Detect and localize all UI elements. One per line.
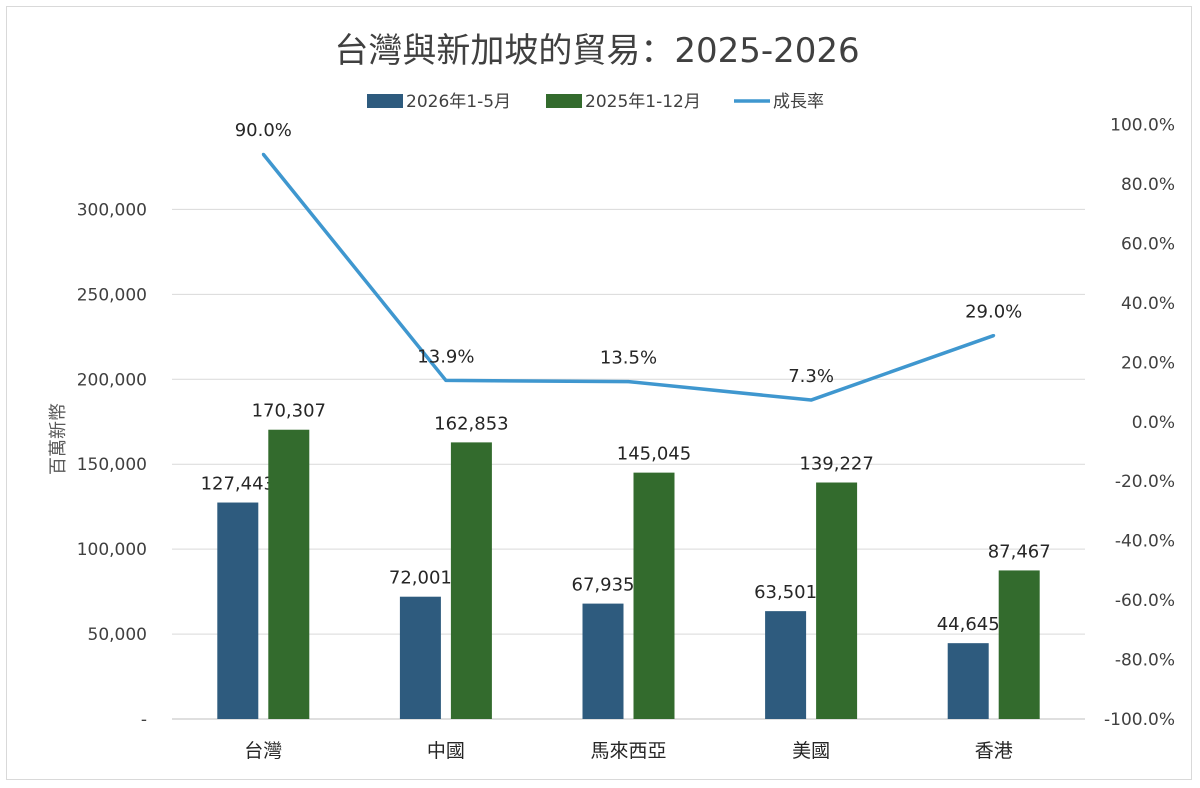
legend: 2026年1-5月 2025年1-12月 成長率 [367,92,824,112]
y2-tick-label: -20.0% [1115,472,1175,492]
bar-data-label: 127,443 [201,474,275,495]
line-point [992,334,996,338]
y2-tick-label: 60.0% [1121,234,1175,254]
chart-frame: 台灣與新加坡的貿易：2025-2026 2026年1-5月 2025年1-12月 成… [6,6,1192,780]
line-point [444,378,448,382]
y2-tick-label: 40.0% [1121,294,1175,314]
bar-data-label: 145,045 [617,444,691,465]
legend-label: 2025年1-12月 [585,92,701,112]
y2-tick-label: 20.0% [1121,353,1175,373]
chart-title: 台灣與新加坡的貿易：2025-2026 [334,31,859,71]
bar-data-label: 170,307 [252,401,326,422]
y-axis-right: -100.0% -80.0% -60.0% -40.0% -20.0% 0.0% 20.0%… [1104,116,1175,731]
line-point [809,398,813,402]
bar-data-label: 87,467 [988,541,1051,562]
bar-data-label: 44,645 [937,614,1000,635]
y-tick-label: 300,000 [77,200,147,220]
y2-tick-label: 100.0% [1110,116,1175,136]
line-data-label: 90.0% [235,120,292,141]
x-tick-label: 中國 [427,740,465,762]
bar [450,442,492,719]
legend-label: 成長率 [773,92,824,112]
y2-tick-label: -100.0% [1104,710,1175,730]
line-data-label: 13.5% [600,348,657,369]
y-tick-label: - [141,710,147,730]
y2-tick-label: 0.0% [1132,413,1175,433]
line-point [261,152,265,156]
bars: 127,443 72,001 67,935 63,501 44,645 170,307 16… [201,401,1051,719]
line-point [627,380,630,384]
line-data-label: 7.3% [788,366,834,387]
y2-tick-label: 80.0% [1121,175,1175,195]
bar-data-label: 162,853 [434,413,508,434]
bar [217,502,259,719]
bar [947,643,989,719]
y-axis-title: 百萬新幣 [48,403,69,475]
bar [399,596,441,719]
x-tick-label: 馬來西亞 [590,740,666,762]
x-tick-label: 台灣 [244,740,282,762]
bar [998,570,1040,719]
line-data-label: 13.9% [417,346,474,367]
legend-swatch [367,94,403,108]
bar [816,482,858,719]
bar [582,603,624,719]
x-tick-label: 香港 [975,740,1013,762]
bar [765,611,807,719]
y2-tick-label: -80.0% [1115,651,1175,671]
line-series: 90.0% 13.9% 13.5% 7.3% 29.0% [235,120,1022,402]
x-tick-label: 美國 [792,740,830,762]
y2-tick-label: -60.0% [1115,591,1175,611]
bar-data-label: 72,001 [389,568,452,589]
bar-data-label: 139,227 [799,454,873,475]
y-axis-left: - 50,000 100,000 150,000 200,000 250,000 300,0… [77,200,147,730]
legend-swatch [546,94,582,108]
x-axis: 台灣 中國 馬來西亞 美國 香港 [244,740,1012,762]
chart: 台灣與新加坡的貿易：2025-2026 2026年1-5月 2025年1-12月 成… [48,31,1175,762]
y-tick-label: 150,000 [77,455,147,475]
bar-data-label: 63,501 [754,582,817,603]
legend-label: 2026年1-5月 [406,92,511,112]
y-tick-label: 100,000 [77,540,147,560]
gridlines [172,208,1085,720]
line-data-label: 29.0% [965,302,1022,323]
y2-tick-label: -40.0% [1115,532,1175,552]
y-tick-label: 50,000 [88,625,147,645]
bar-data-label: 67,935 [572,575,635,596]
y-tick-label: 200,000 [77,370,147,390]
bar [268,429,310,719]
bar [633,472,675,719]
y-tick-label: 250,000 [77,285,147,305]
